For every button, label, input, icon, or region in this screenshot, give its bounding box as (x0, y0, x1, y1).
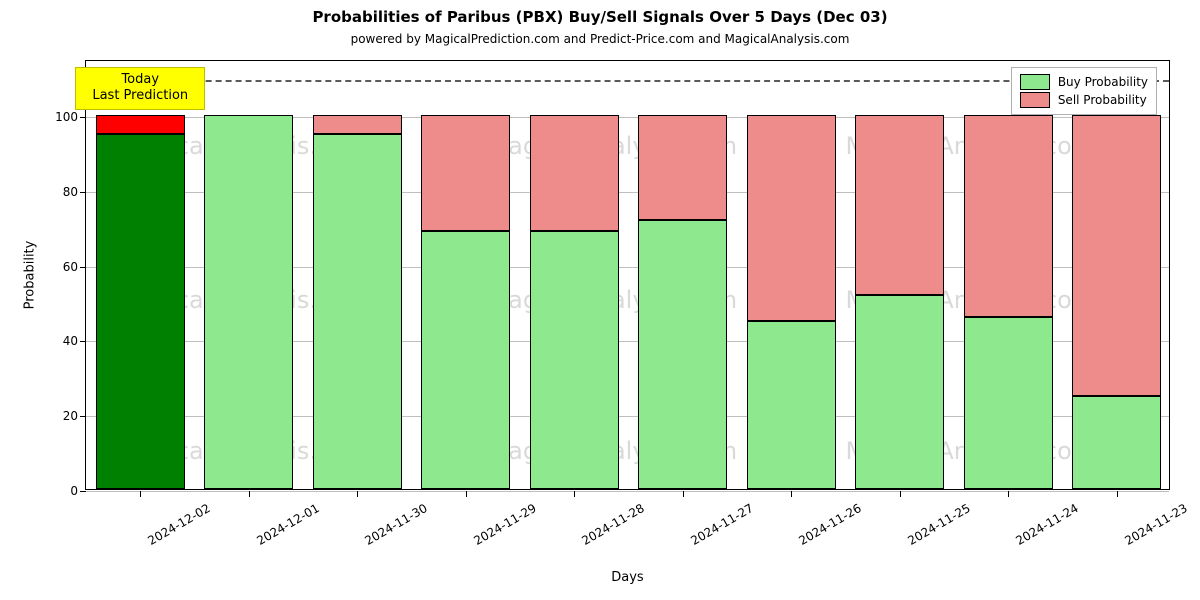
buy-bar (1072, 396, 1161, 489)
xtick-mark (357, 491, 358, 497)
sell-bar (747, 115, 836, 321)
bar-slot (964, 59, 1053, 489)
sell-bar (313, 115, 402, 134)
xtick-mark (466, 491, 467, 497)
buy-bar (530, 231, 619, 489)
xtick-mark (1008, 491, 1009, 497)
sell-bar (964, 115, 1053, 317)
bar-slot (421, 59, 510, 489)
x-axis-label: Days (85, 570, 1170, 585)
annotation-line1: Today (86, 72, 194, 88)
xtick-label: 2024-12-02 (146, 501, 213, 548)
chart-container: Probabilities of Paribus (PBX) Buy/Sell … (0, 0, 1200, 600)
sell-bar (96, 115, 185, 134)
ytick-mark (80, 341, 86, 342)
buy-bar (96, 134, 185, 489)
xtick-label: 2024-11-28 (580, 501, 647, 548)
xtick-mark (249, 491, 250, 497)
ytick-mark (80, 117, 86, 118)
xtick-label: 2024-12-01 (254, 501, 321, 548)
legend-item: Sell Probability (1020, 92, 1148, 108)
chart-subtitle: powered by MagicalPrediction.com and Pre… (0, 32, 1200, 46)
sell-bar (1072, 115, 1161, 395)
ytick-mark (80, 192, 86, 193)
legend-label: Buy Probability (1058, 75, 1148, 89)
today-annotation: Today Last Prediction (75, 67, 205, 110)
xtick-mark (683, 491, 684, 497)
legend-swatch (1020, 74, 1050, 90)
buy-bar (204, 115, 293, 489)
xtick-label: 2024-11-27 (688, 501, 755, 548)
legend-swatch (1020, 92, 1050, 108)
bar-slot (530, 59, 619, 489)
bar-slot (855, 59, 944, 489)
legend-label: Sell Probability (1058, 93, 1147, 107)
bar-slot (747, 59, 836, 489)
y-axis-label: Probability (23, 241, 38, 310)
xtick-label: 2024-11-24 (1014, 501, 1081, 548)
annotation-line2: Last Prediction (86, 88, 194, 104)
buy-bar (855, 295, 944, 489)
sell-bar (855, 115, 944, 294)
xtick-label: 2024-11-26 (797, 501, 864, 548)
xtick-mark (140, 491, 141, 497)
xtick-mark (574, 491, 575, 497)
buy-bar (313, 134, 402, 489)
legend-item: Buy Probability (1020, 74, 1148, 90)
buy-bar (638, 220, 727, 489)
ytick-mark (80, 267, 86, 268)
sell-bar (638, 115, 727, 220)
buy-bar (747, 321, 836, 489)
xtick-label: 2024-11-23 (1122, 501, 1189, 548)
bar-slot (96, 59, 185, 489)
xtick-mark (1117, 491, 1118, 497)
ytick-mark (80, 416, 86, 417)
plot-area: MagicalAnalysis.comMagicalAnalysis.comMa… (85, 60, 1170, 490)
xtick-label: 2024-11-29 (471, 501, 538, 548)
chart-title: Probabilities of Paribus (PBX) Buy/Sell … (0, 8, 1200, 26)
bar-slot (313, 59, 402, 489)
sell-bar (421, 115, 510, 231)
buy-bar (421, 231, 510, 489)
buy-bar (964, 317, 1053, 489)
xtick-label: 2024-11-30 (363, 501, 430, 548)
ytick-mark (80, 491, 86, 492)
bar-slot (1072, 59, 1161, 489)
bar-slot (204, 59, 293, 489)
legend: Buy Probability Sell Probability (1011, 67, 1157, 115)
xtick-label: 2024-11-25 (905, 501, 972, 548)
bar-slot (638, 59, 727, 489)
sell-bar (530, 115, 619, 231)
xtick-mark (900, 491, 901, 497)
xtick-mark (791, 491, 792, 497)
